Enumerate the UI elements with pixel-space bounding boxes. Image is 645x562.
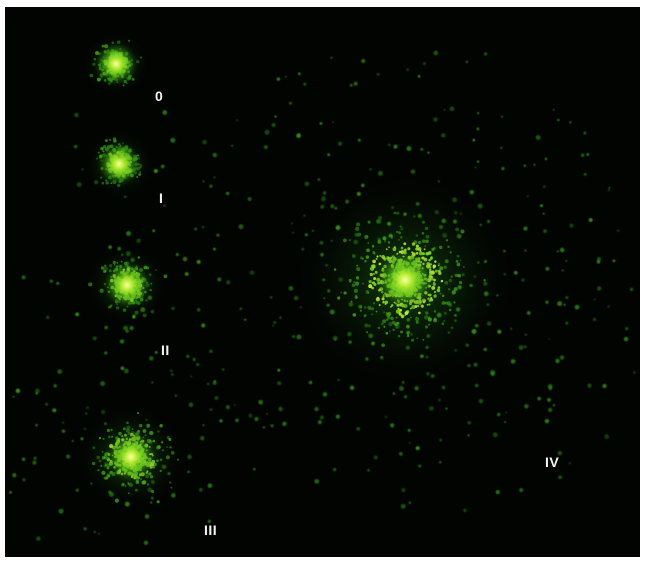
- micrograph-panel: 0 I II III IV: [5, 7, 640, 557]
- comet-grade-1-head: [97, 142, 141, 186]
- comet-grade-0-head: [94, 42, 138, 86]
- comet-grade-4: [125, 50, 636, 513]
- grade-3-label: III: [204, 522, 218, 538]
- grade-0-label: 0: [155, 88, 164, 104]
- comet-grade-2: [21, 227, 222, 374]
- grade-4-label: IV: [545, 454, 560, 470]
- comet-grade-3-head: [105, 431, 157, 483]
- comet-grade-3: [9, 351, 256, 546]
- comet-assay-fluorescence-image: [9, 33, 636, 546]
- comet-grade-1: [73, 110, 176, 207]
- grade-2-label: II: [161, 342, 170, 358]
- grade-1-label: I: [159, 190, 164, 206]
- comet-grade-0: [84, 33, 148, 95]
- comet-grade-4-head: [375, 250, 435, 310]
- comet-grade-2-head: [103, 261, 151, 309]
